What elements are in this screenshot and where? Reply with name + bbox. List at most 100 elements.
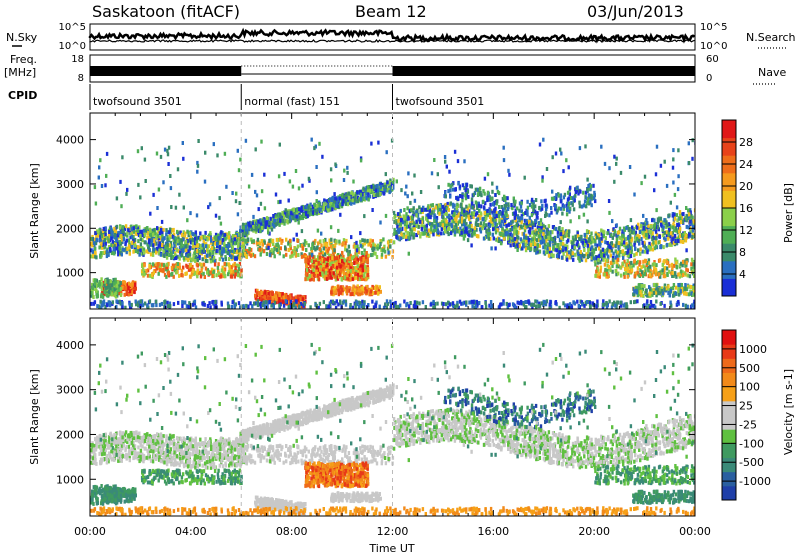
power-point	[440, 231, 443, 236]
power-point	[338, 255, 341, 260]
power-point	[304, 215, 308, 219]
power-point	[271, 295, 274, 300]
power-point	[569, 196, 573, 200]
power-point	[173, 253, 177, 257]
power-point	[355, 266, 358, 270]
power-point	[105, 283, 109, 288]
power-point	[629, 246, 632, 251]
power-point	[100, 234, 104, 239]
power-point	[301, 297, 305, 302]
power-point	[175, 270, 178, 275]
power-point	[377, 291, 380, 296]
power-point	[129, 235, 132, 240]
power-point	[491, 232, 494, 237]
power-point	[656, 225, 660, 230]
power-point	[158, 251, 161, 256]
power-point	[364, 254, 368, 259]
power-point	[359, 288, 362, 293]
power-point	[101, 242, 105, 247]
power-point	[341, 250, 344, 255]
power-point	[101, 245, 104, 250]
power-point	[128, 289, 132, 294]
power-point	[342, 254, 345, 259]
power-point	[356, 286, 359, 291]
power-point	[639, 247, 642, 252]
power-point	[444, 202, 447, 207]
power-point	[152, 228, 155, 233]
power-point	[452, 219, 455, 224]
power-point	[665, 242, 669, 247]
power-point	[224, 249, 227, 254]
power-point	[491, 223, 495, 228]
power-point	[557, 254, 560, 259]
power-point	[361, 192, 364, 197]
power-point	[246, 248, 249, 253]
power-point	[371, 284, 374, 289]
noise-traces	[88, 27, 696, 44]
power-point	[231, 245, 234, 250]
power-point	[339, 285, 343, 290]
power-point	[238, 252, 242, 257]
power-point	[107, 239, 110, 244]
power-point	[503, 215, 506, 220]
power-point	[294, 246, 297, 251]
power-point	[318, 201, 321, 206]
power-point	[307, 261, 310, 266]
power-point	[238, 236, 242, 241]
power-point	[267, 296, 270, 301]
power-point	[198, 236, 202, 241]
power-point	[193, 241, 196, 246]
power-point	[363, 264, 366, 269]
power-point	[331, 256, 334, 261]
power-point	[453, 232, 457, 237]
power-point	[526, 245, 530, 250]
power-point	[357, 250, 361, 255]
power-point	[369, 289, 373, 294]
power-point	[201, 234, 205, 239]
power-point	[366, 238, 369, 243]
power-point	[605, 251, 608, 256]
power-point	[693, 208, 695, 213]
power-point	[97, 230, 101, 235]
power-point	[162, 269, 165, 274]
power-point	[100, 287, 104, 292]
power-point	[365, 251, 368, 255]
power-point	[106, 249, 109, 254]
power-point	[233, 261, 236, 266]
power-point	[662, 233, 665, 238]
power-point	[329, 197, 332, 202]
power-point	[484, 225, 487, 230]
power-point	[352, 276, 356, 281]
power-point	[198, 253, 201, 258]
power-point	[199, 231, 202, 236]
power-point	[227, 270, 231, 275]
power-point	[374, 286, 377, 291]
power-point	[379, 242, 382, 246]
power-point	[600, 231, 603, 236]
power-point	[472, 214, 475, 219]
power-point	[566, 229, 569, 234]
power-point	[207, 233, 211, 238]
power-point	[505, 216, 508, 221]
power-point	[260, 291, 263, 295]
power-point	[178, 238, 182, 243]
power-point	[407, 231, 411, 236]
power-point	[354, 191, 358, 196]
power-point	[334, 196, 337, 201]
power-point	[110, 236, 113, 241]
power-point	[597, 246, 601, 251]
power-point	[103, 250, 106, 255]
power-point	[589, 240, 593, 245]
power-point	[187, 267, 191, 272]
power-point	[319, 250, 323, 255]
power-point	[665, 230, 668, 235]
beam-title: Beam 12	[355, 2, 427, 21]
power-point	[264, 225, 267, 230]
power-point	[319, 272, 322, 276]
power-point	[627, 228, 631, 233]
power-point	[317, 241, 320, 246]
power-point	[400, 232, 403, 237]
power-point	[393, 231, 396, 236]
power-point	[132, 239, 135, 244]
power-point	[402, 214, 405, 219]
